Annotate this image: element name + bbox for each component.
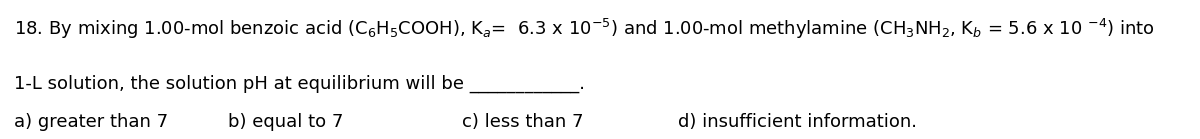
Text: 1-L solution, the solution pH at equilibrium will be ____________.: 1-L solution, the solution pH at equilib… [14, 75, 586, 93]
Text: b) equal to 7: b) equal to 7 [228, 113, 343, 131]
Text: c) less than 7: c) less than 7 [462, 113, 583, 131]
Text: d) insufficient information.: d) insufficient information. [678, 113, 917, 131]
Text: a) greater than 7: a) greater than 7 [14, 113, 168, 131]
Text: 18. By mixing 1.00-mol benzoic acid (C$_6$H$_5$COOH), K$_a$=  6.3 x 10$^{-5}$) a: 18. By mixing 1.00-mol benzoic acid (C$_… [14, 17, 1156, 41]
